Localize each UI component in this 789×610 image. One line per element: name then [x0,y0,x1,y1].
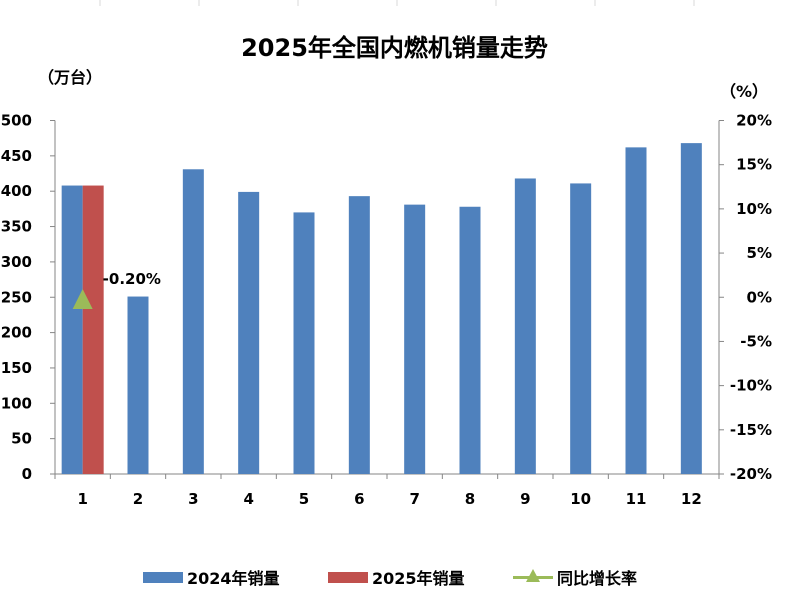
right-tick-label: 15% [736,156,772,174]
right-tick-label: -5% [740,332,772,350]
bar-2024年销量-5 [293,212,315,474]
x-tick-label: 4 [243,490,253,508]
legend-item-2025: 2025年销量 [328,564,465,590]
bar-2024年销量-10 [570,183,592,474]
x-tick-label: 10 [570,490,591,508]
bar-2024年销量-8 [459,206,481,474]
x-tick-label: 12 [681,490,702,508]
legend-label-2024: 2024年销量 [187,569,280,588]
left-tick-label: 200 [1,324,32,342]
legend-swatch-2024 [143,571,183,583]
bar-2024年销量-4 [238,191,260,475]
left-tick-label: 400 [1,182,32,200]
left-tick-label: 450 [1,147,32,165]
legend: 2024年销量 2025年销量 同比增长率 [0,564,789,590]
left-axis-unit: （万台） [38,68,103,87]
legend-item-growth: 同比增长率 [513,564,637,590]
x-tick-label: 5 [299,490,309,508]
x-tick-label: 1 [77,490,87,508]
bar-2024年销量-2 [127,296,149,474]
left-tick-label: 0 [22,465,32,483]
left-tick-label: 300 [1,253,32,271]
growth-data-label: -0.20% [103,270,161,288]
left-tick-label: 100 [1,394,32,412]
chart-title: 2025年全国内燃机销量走势 [241,34,548,62]
bar-2024年销量-3 [182,169,204,474]
bar-2024年销量-7 [404,204,426,474]
bar-2024年销量-11 [625,147,647,474]
triangle-marker-icon [526,569,540,582]
x-tick-label: 3 [188,490,198,508]
growth-marker-1 [72,289,93,310]
right-tick-label: -15% [730,421,772,439]
x-tick-label: 8 [465,490,475,508]
x-tick-label: 7 [409,490,419,508]
x-tick-label: 11 [626,490,647,508]
right-tick-label: 20% [736,112,772,130]
bar-2025年销量-1 [82,185,104,474]
right-tick-label: 5% [747,244,772,262]
legend-swatch-2025 [328,571,368,583]
right-tick-label: 0% [747,288,772,306]
left-tick-label: 250 [1,288,32,306]
left-tick-label: 50 [11,430,32,448]
right-tick-label: -10% [730,377,772,395]
left-tick-label: 150 [1,359,32,377]
legend-label-2025: 2025年销量 [372,569,465,588]
bar-2024年销量-6 [348,196,370,475]
bar-2024年销量-1 [61,185,83,474]
legend-item-2024: 2024年销量 [143,564,280,590]
x-tick-label: 2 [133,490,143,508]
bar-2024年销量-9 [514,178,536,474]
right-axis-unit: （%） [720,82,769,101]
right-tick-label: -20% [730,465,772,483]
left-tick-label: 350 [1,218,32,236]
legend-swatch-growth [513,569,553,583]
x-tick-label: 6 [354,490,364,508]
left-tick-label: 500 [1,112,32,130]
x-tick-label: 9 [520,490,530,508]
right-tick-label: 10% [736,200,772,218]
bar-2024年销量-12 [680,143,702,474]
legend-label-growth: 同比增长率 [557,569,638,588]
